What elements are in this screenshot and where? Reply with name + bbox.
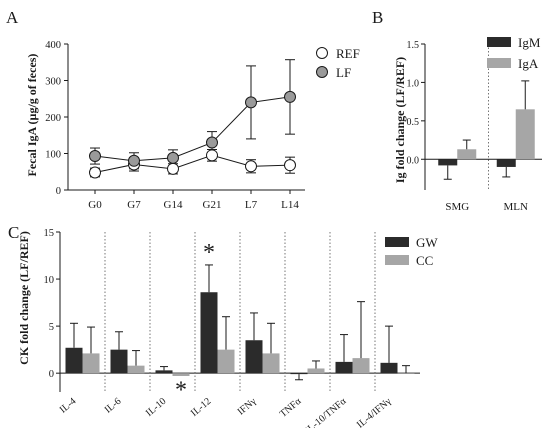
series-ref-point xyxy=(245,160,257,173)
chart-c-x-tick-label: IL-10/TNFα xyxy=(303,395,349,428)
chart-c-x-tick-label: TNFα xyxy=(278,395,304,419)
chart-a-x-tick-label: G0 xyxy=(88,199,102,211)
chart-c-significance-marker: * xyxy=(175,377,187,403)
chart-c-x-tick-label: IL-4 xyxy=(58,396,79,416)
bar-gw xyxy=(110,349,128,374)
chart-c-significance-marker: * xyxy=(203,240,215,266)
legend-ref-marker xyxy=(316,47,328,59)
chart-c-x-tick-label: IL-6 xyxy=(103,396,124,416)
chart-a-x-tick-label: L14 xyxy=(281,199,299,211)
bar-cc xyxy=(262,353,280,374)
legend-cc-label: CC xyxy=(416,253,433,268)
chart-a-ylabel: Fecal IgA (µg/g of feces) xyxy=(25,54,39,177)
series-ref-point xyxy=(284,159,296,172)
legend-igm-label: IgM xyxy=(518,35,541,50)
chart-c-x-tick-label: IFNγ xyxy=(236,396,259,418)
bar-gw xyxy=(380,362,398,374)
series-ref-point xyxy=(167,162,179,175)
series-lf-point xyxy=(206,136,218,149)
chart-c-y-tick-label: 0 xyxy=(49,369,54,380)
legend-lf-marker xyxy=(316,66,328,78)
chart-b-x-tick-label: MLN xyxy=(504,201,529,213)
bar-cc xyxy=(307,368,325,374)
chart-a-x-tick-label: G14 xyxy=(164,199,183,211)
chart-c: CK fold change (LF/REF) 0 5 10 15 IL-4 IL-6 IL… xyxy=(17,228,438,428)
legend-gw-swatch xyxy=(385,237,409,247)
chart-b-legend: IgM IgA xyxy=(487,35,541,71)
chart-a-legend: REF LF xyxy=(316,46,360,80)
chart-a-y-tick-label: 200 xyxy=(45,113,61,124)
chart-a-y-tick-label: 100 xyxy=(45,150,61,161)
series-lf-line xyxy=(94,96,291,162)
legend-lf-label: LF xyxy=(336,65,351,80)
series-lf-point xyxy=(128,154,140,167)
chart-a-x-tick-label: G7 xyxy=(127,199,141,211)
bar-cc xyxy=(127,365,145,374)
chart-c-ylabel: CK fold change (LF/REF) xyxy=(17,231,31,365)
chart-b: Ig fold change (LF/REF) 0.0 0.5 1.0 1.5 SMG M… xyxy=(393,35,542,213)
legend-igm-swatch xyxy=(487,37,511,47)
bar-gw xyxy=(335,361,353,374)
bar-cc xyxy=(172,373,190,376)
chart-a-y-tick-label: 300 xyxy=(45,77,61,88)
bar-gw xyxy=(155,370,173,374)
legend-ref-label: REF xyxy=(336,46,360,61)
series-ref-point xyxy=(206,149,218,162)
chart-a-x-tick-label: L7 xyxy=(245,199,258,211)
bar-iga xyxy=(457,149,477,160)
chart-c-x-tick-label: IL-12 xyxy=(189,396,214,419)
chart-b-x-tick-label: SMG xyxy=(445,201,469,213)
panel-a-label: A xyxy=(6,8,19,27)
series-ref-point xyxy=(89,166,101,179)
chart-c-x-tick-label: IL-10 xyxy=(144,396,169,419)
chart-a-y-tick-label: 0 xyxy=(56,186,61,197)
chart-c-legend: GW CC xyxy=(385,235,438,268)
chart-c-x-tick-label: IL-4/IFNγ xyxy=(355,396,394,428)
legend-iga-label: IgA xyxy=(518,56,539,71)
bar-cc xyxy=(352,358,370,374)
chart-a: Fecal IgA (µg/g of feces) 0 100 200 300 400 G… xyxy=(25,40,360,211)
series-lf-point xyxy=(167,151,179,164)
series-lf-point xyxy=(245,96,257,109)
series-ref-line xyxy=(94,154,291,173)
chart-b-y-tick-label: 0.0 xyxy=(407,155,420,166)
chart-c-y-tick-label: 10 xyxy=(44,275,55,286)
bar-gw xyxy=(290,373,308,375)
bar-gw xyxy=(200,292,218,374)
bar-cc xyxy=(217,349,235,374)
panel-c-label: C xyxy=(8,223,19,242)
legend-cc-swatch xyxy=(385,255,409,265)
bar-iga xyxy=(515,109,535,160)
legend-gw-label: GW xyxy=(416,235,438,250)
chart-b-y-tick-label: 1.0 xyxy=(407,78,420,89)
chart-c-y-tick-label: 15 xyxy=(44,228,55,239)
chart-a-y-tick-label: 400 xyxy=(45,40,61,51)
series-lf-point xyxy=(284,90,296,103)
chart-a-x-tick-label: G21 xyxy=(203,199,222,211)
chart-b-y-tick-label: 1.5 xyxy=(407,40,420,51)
bar-igm xyxy=(438,159,458,166)
legend-iga-swatch xyxy=(487,58,511,68)
bar-gw xyxy=(245,340,263,374)
bar-gw xyxy=(65,347,83,374)
chart-b-y-tick-label: 0.5 xyxy=(407,117,420,128)
bar-igm xyxy=(496,159,516,167)
series-lf-point xyxy=(89,150,101,163)
bar-cc xyxy=(397,373,415,374)
chart-b-ylabel: Ig fold change (LF/REF) xyxy=(393,57,407,183)
bar-cc xyxy=(82,353,100,374)
panel-b-label: B xyxy=(372,8,383,27)
chart-c-y-tick-label: 5 xyxy=(49,322,54,333)
